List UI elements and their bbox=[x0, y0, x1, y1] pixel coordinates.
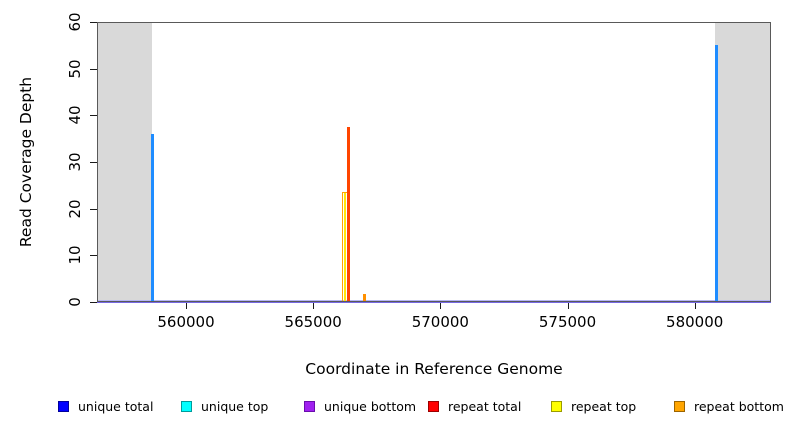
bar-unique-total bbox=[151, 134, 155, 302]
legend-label: repeat top bbox=[571, 398, 637, 414]
legend-swatch-unique-top bbox=[181, 400, 192, 412]
legend-item-unique-bottom: unique bottom bbox=[304, 396, 416, 416]
bar-repeat-top bbox=[343, 192, 347, 302]
x-tick-label: 560000 bbox=[157, 313, 215, 331]
plot-border bbox=[97, 22, 771, 302]
legend-label: repeat total bbox=[448, 398, 522, 414]
legend-item-repeat-top: repeat top bbox=[551, 396, 636, 416]
y-tick-label: 60 bbox=[66, 12, 84, 32]
y-tick bbox=[90, 68, 97, 70]
legend-item-repeat-bottom: repeat bottom bbox=[674, 396, 784, 416]
x-tick bbox=[313, 303, 315, 309]
x-axis-title: Coordinate in Reference Genome bbox=[305, 360, 563, 378]
x-tick bbox=[694, 303, 696, 309]
y-tick bbox=[90, 255, 97, 257]
y-tick bbox=[90, 302, 97, 303]
baseline-highlight bbox=[97, 300, 771, 301]
x-tick bbox=[440, 303, 442, 309]
legend-item-unique-total: unique total bbox=[58, 396, 153, 416]
y-tick bbox=[90, 208, 97, 210]
legend-swatch-repeat-total bbox=[428, 400, 439, 412]
legend-label: unique bottom bbox=[324, 398, 417, 414]
y-axis-title: Read Coverage Depth bbox=[17, 76, 35, 248]
y-tick-label: 10 bbox=[66, 245, 84, 265]
y-tick bbox=[90, 162, 97, 163]
x-tick bbox=[567, 303, 569, 309]
x-tick-label: 575000 bbox=[538, 313, 597, 331]
y-tick bbox=[90, 115, 97, 117]
y-tick-label: 0 bbox=[66, 297, 84, 307]
x-tick-label: 580000 bbox=[666, 313, 724, 331]
baseline-unique-bottom bbox=[97, 301, 771, 303]
legend-swatch-unique-total bbox=[58, 400, 69, 412]
legend-label: repeat bottom bbox=[694, 398, 784, 414]
legend-label: unique total bbox=[78, 398, 154, 414]
y-tick-label: 30 bbox=[66, 152, 84, 172]
y-tick-label: 50 bbox=[66, 59, 84, 79]
x-tick-label: 565000 bbox=[284, 313, 342, 331]
legend-swatch-repeat-top bbox=[551, 400, 562, 412]
x-tick-label: 570000 bbox=[411, 313, 469, 331]
y-tick-label: 20 bbox=[66, 199, 84, 219]
left-clipped-region bbox=[97, 22, 152, 302]
x-tick bbox=[186, 303, 188, 309]
legend-swatch-unique-bottom bbox=[304, 400, 315, 412]
y-tick bbox=[90, 22, 97, 23]
right-clipped-region bbox=[715, 22, 771, 302]
legend-label: unique top bbox=[201, 398, 269, 414]
legend-item-repeat-total: repeat total bbox=[428, 396, 521, 416]
legend-swatch-repeat-bottom bbox=[674, 400, 685, 412]
legend-item-unique-top: unique top bbox=[181, 396, 268, 416]
bar-repeat-total bbox=[347, 127, 351, 302]
bar-repeat-bottom bbox=[363, 293, 367, 302]
bar-unique-total bbox=[714, 45, 718, 302]
y-tick-label: 40 bbox=[66, 105, 84, 125]
